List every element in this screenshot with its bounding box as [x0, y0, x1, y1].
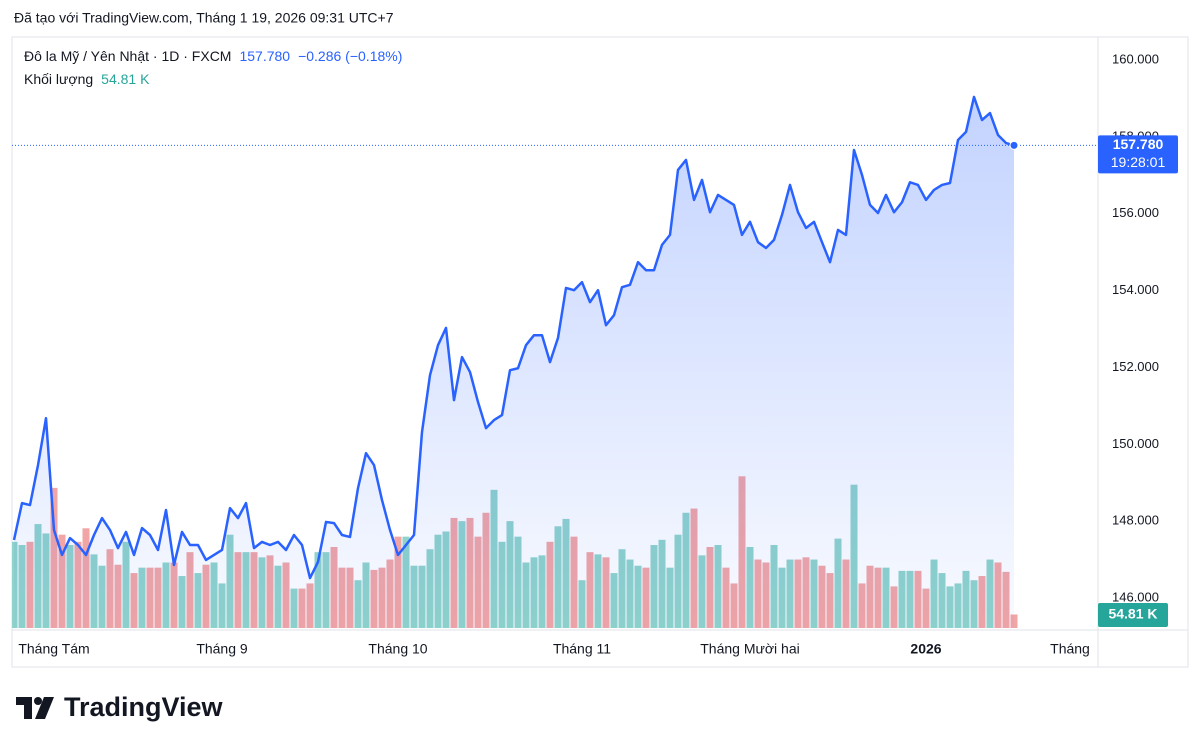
x-tick-label: 2026 — [910, 641, 941, 657]
y-tick-label: 150.000 — [1112, 436, 1159, 451]
volume-value: 54.81 K — [101, 71, 150, 87]
price-area — [14, 96, 1014, 629]
price-label-box — [1098, 135, 1178, 174]
logo-mark — [16, 697, 32, 719]
legend-volume: Khối lượng 54.81 K — [24, 71, 150, 87]
volume-label: 54.81 K — [1108, 606, 1157, 622]
symbol: Đô la Mỹ / Yên Nhật · 1D · FXCM — [24, 48, 231, 64]
x-tick-label: Tháng — [1050, 641, 1090, 657]
x-tick-label: Tháng 10 — [368, 641, 427, 657]
change: −0.286 (−0.18%) — [298, 48, 402, 64]
last-point — [1009, 140, 1019, 150]
x-tick-label: Tháng 11 — [553, 641, 611, 657]
logo: TradingView — [16, 692, 224, 722]
y-tick-label: 154.000 — [1112, 282, 1159, 297]
price-line — [12, 95, 1015, 580]
credit: Đã tạo với TradingView.com, Tháng 1 19, … — [14, 10, 394, 26]
x-tick-label: Tháng Tám — [18, 641, 89, 657]
y-tick-label: 152.000 — [1112, 359, 1159, 374]
y-tick-label: 148.000 — [1112, 513, 1159, 528]
volume-label-box — [1098, 603, 1168, 627]
x-tick-label: Tháng Mười hai — [700, 641, 799, 657]
volume-title: Khối lượng — [24, 71, 93, 87]
y-tick-label: 146.000 — [1112, 589, 1159, 604]
y-tick-label: 156.000 — [1112, 205, 1159, 220]
logo-dot — [34, 697, 42, 705]
plot-area — [12, 95, 1018, 629]
price-label: 157.780 — [1113, 136, 1164, 152]
y-tick-label: 160.000 — [1112, 51, 1159, 66]
last-price: 157.780 — [239, 48, 290, 64]
brand: TradingView — [64, 692, 224, 722]
logo-mark — [35, 697, 54, 719]
chart-frame — [11, 36, 1189, 668]
countdown-label: 19:28:01 — [1111, 154, 1166, 170]
legend-line: Đô la Mỹ / Yên Nhật · 1D · FXCM 157.780 −0… — [24, 48, 402, 64]
x-tick-label: Tháng 9 — [196, 641, 248, 657]
